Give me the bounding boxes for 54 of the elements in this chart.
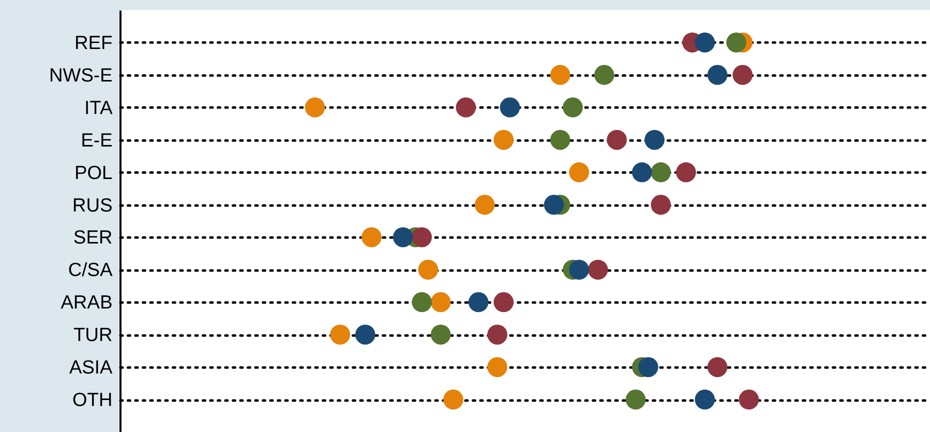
point bbox=[430, 292, 451, 312]
point bbox=[632, 162, 652, 182]
point bbox=[638, 357, 658, 378]
y-tick-label: OTH bbox=[72, 390, 112, 412]
point bbox=[487, 357, 508, 378]
point bbox=[494, 292, 514, 312]
point bbox=[330, 324, 350, 345]
y-tick-label: TUR bbox=[73, 325, 112, 346]
point bbox=[544, 194, 564, 215]
point bbox=[362, 227, 382, 248]
point bbox=[594, 64, 614, 85]
y-tick-label: SER bbox=[73, 228, 112, 249]
point bbox=[487, 324, 508, 345]
point bbox=[468, 292, 488, 312]
point bbox=[726, 32, 746, 52]
point bbox=[732, 64, 753, 85]
point bbox=[694, 390, 715, 410]
point bbox=[494, 130, 514, 150]
y-tick-label: E-E bbox=[80, 130, 112, 152]
point bbox=[418, 260, 438, 280]
point bbox=[355, 324, 376, 345]
point bbox=[626, 390, 646, 410]
point bbox=[676, 162, 696, 182]
y-tick-label: ARAB bbox=[60, 292, 112, 314]
point bbox=[443, 390, 464, 410]
point bbox=[474, 194, 495, 215]
point bbox=[569, 260, 590, 280]
point bbox=[650, 194, 671, 215]
point bbox=[412, 227, 432, 248]
y-tick-label: C/SA bbox=[68, 260, 113, 282]
point bbox=[707, 64, 728, 85]
point bbox=[650, 162, 671, 182]
point bbox=[562, 97, 583, 118]
y-tick-label: RUS bbox=[72, 195, 112, 216]
y-tick-label: REF bbox=[74, 32, 112, 54]
y-tick-label: ITA bbox=[84, 98, 113, 119]
point bbox=[392, 227, 413, 248]
point bbox=[550, 64, 570, 85]
y-tick-label: POL bbox=[74, 162, 112, 184]
y-tick-label: ASIA bbox=[69, 358, 113, 379]
point bbox=[606, 130, 627, 150]
point bbox=[588, 260, 608, 280]
point bbox=[412, 292, 432, 312]
point bbox=[304, 97, 325, 118]
y-tick-label: NWS-E bbox=[49, 65, 112, 86]
point bbox=[644, 130, 665, 150]
point bbox=[456, 97, 476, 118]
point bbox=[738, 390, 759, 410]
point bbox=[500, 97, 520, 118]
point bbox=[550, 130, 570, 150]
point bbox=[694, 32, 715, 52]
point bbox=[569, 162, 590, 182]
point bbox=[707, 357, 728, 378]
point bbox=[430, 324, 451, 345]
